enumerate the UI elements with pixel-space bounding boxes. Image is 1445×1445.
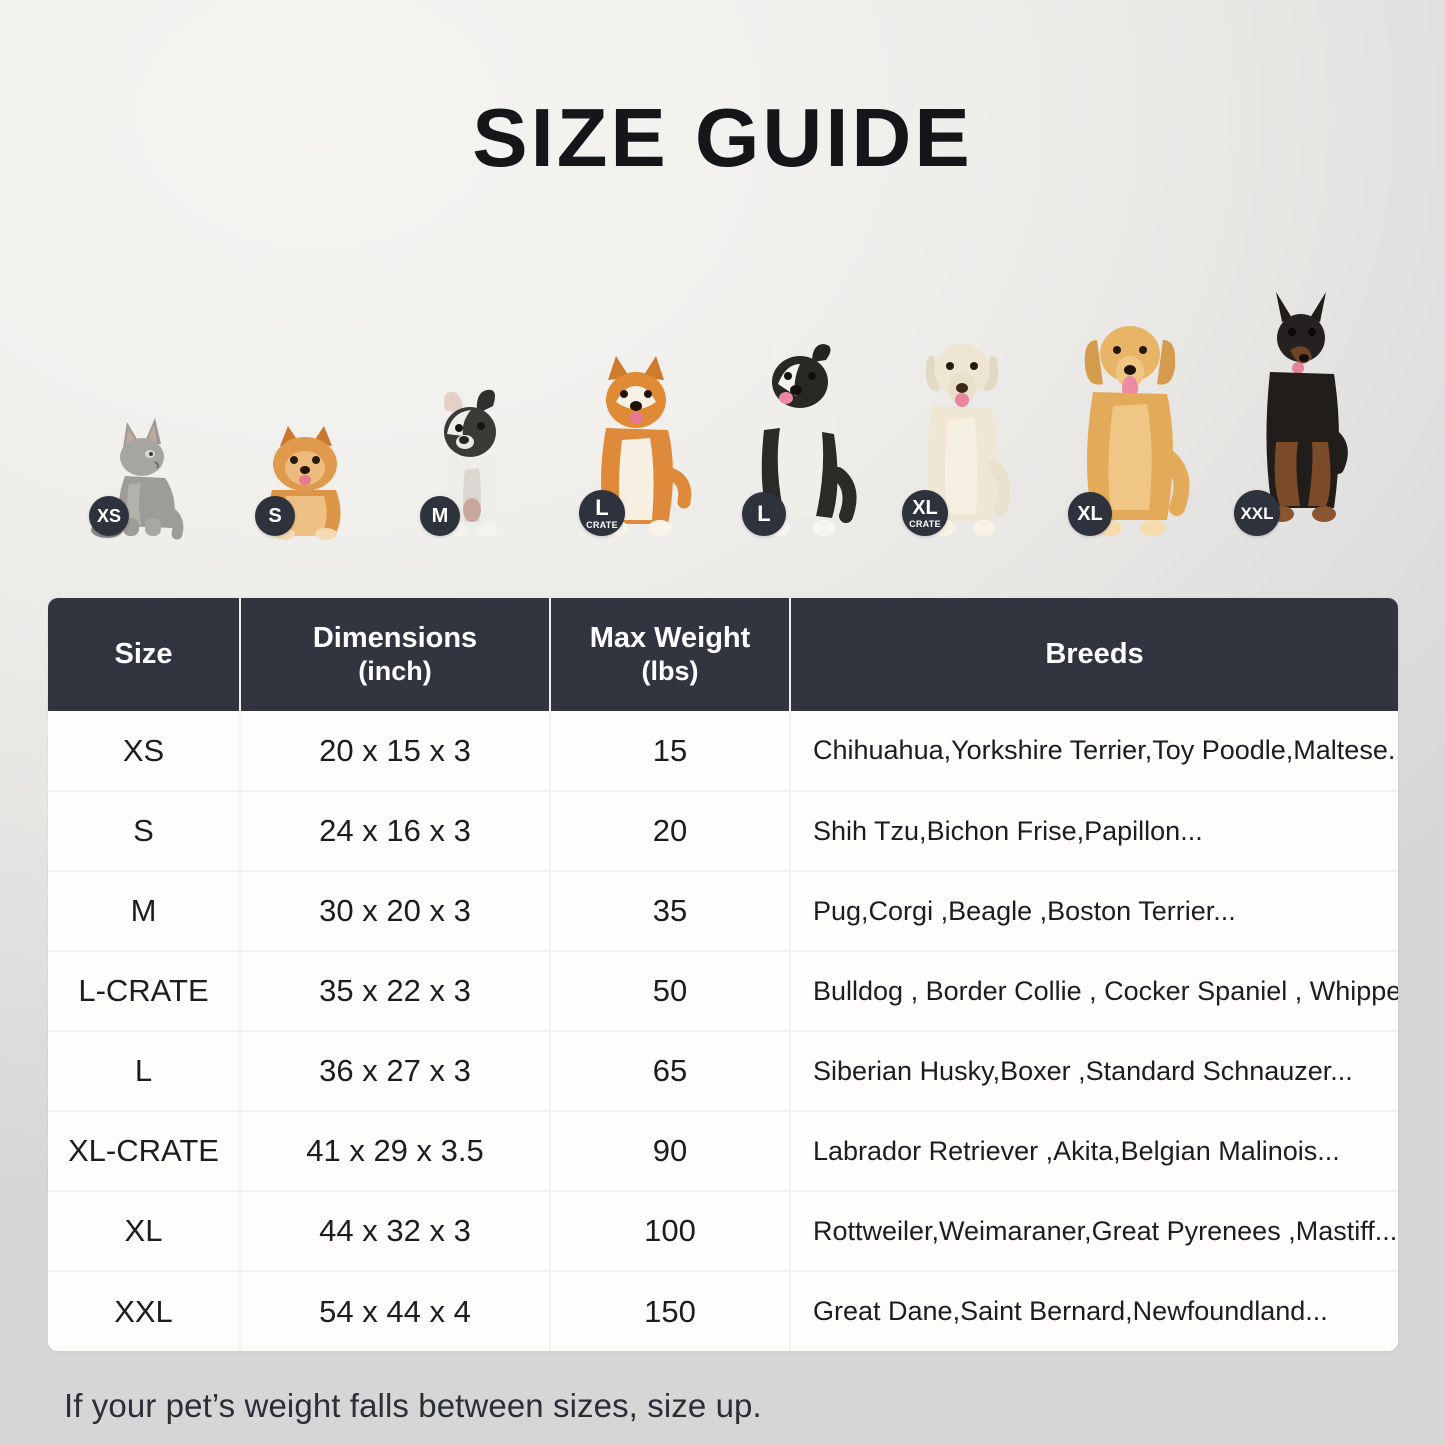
size-cell: S (48, 791, 241, 872)
size-badge-m: M (420, 496, 460, 536)
footer-note: If your pet’s weight falls between sizes… (64, 1387, 762, 1424)
size-table-container: Size Dimensions (inch) Max Weight (lbs) … (48, 598, 1398, 1351)
breeds-cell: Siberian Husky,Boxer ,Standard Schnauzer… (790, 1031, 1398, 1112)
table-header: Size Dimensions (inch) Max Weight (lbs) … (48, 598, 1398, 711)
dimensions-cell: 24 x 16 x 3 (240, 791, 551, 872)
animal-doberman-pinscher: XXL (1225, 292, 1375, 540)
dimensions-cell: 44 x 32 x 3 (240, 1191, 551, 1272)
dimensions-cell: 20 x 15 x 3 (240, 711, 551, 792)
animal-british-shorthair-cat: XS (60, 414, 210, 540)
max-weight-cell: 100 (550, 1191, 791, 1272)
column-header-max-weight-unit: (lbs) (641, 655, 699, 686)
british-shorthair-cat-illustration (83, 414, 187, 540)
breeds-cell: Pug,Corgi ,Beagle ,Boston Terrier... (790, 871, 1398, 952)
column-header-max-weight: Max Weight (lbs) (550, 598, 791, 711)
animal-labrador-retriever: XL CRATE (887, 326, 1037, 540)
animal-french-bulldog: M (395, 388, 545, 540)
size-cell: M (48, 871, 241, 952)
table-row: XS 20 x 15 x 3 15 Chihuahua,Yorkshire Terri… (48, 711, 1398, 792)
column-header-dimensions-unit: (inch) (358, 655, 432, 686)
table-row: XL 44 x 32 x 3 100 Rottweiler,Weimaraner,Gr… (48, 1191, 1398, 1272)
animal-shiba-inu: L CRATE (562, 354, 712, 540)
dimensions-cell: 54 x 44 x 4 (240, 1271, 551, 1351)
max-weight-cell: 20 (550, 791, 791, 872)
french-bulldog-illustration (415, 388, 525, 540)
size-badge-label: M (431, 505, 449, 527)
size-cell: XXL (48, 1271, 241, 1351)
labrador-retriever-illustration (894, 326, 1030, 540)
size-badge-label: L (595, 494, 609, 520)
column-header-breeds-label: Breeds (1045, 638, 1144, 671)
size-badge-sublabel: CRATE (586, 519, 618, 530)
size-badge-xxl: XXL (1234, 490, 1280, 536)
size-badge-label: S (268, 505, 282, 527)
animal-border-collie: L (725, 338, 875, 540)
size-cell: XS (48, 711, 241, 792)
size-badge-s: S (255, 496, 295, 536)
table-header-row: Size Dimensions (inch) Max Weight (lbs) … (48, 598, 1398, 711)
breeds-cell: Rottweiler,Weimaraner,Great Pyrenees ,Ma… (790, 1191, 1398, 1272)
breeds-cell: Shih Tzu,Bichon Frise,Papillon... (790, 791, 1398, 872)
dimensions-cell: 30 x 20 x 3 (240, 871, 551, 952)
dimensions-cell: 35 x 22 x 3 (240, 951, 551, 1032)
doberman-pinscher-illustration (1232, 292, 1368, 540)
size-cell: L-CRATE (48, 951, 241, 1032)
size-badge-sublabel: CRATE (909, 518, 941, 529)
animal-pomeranian: S (230, 412, 380, 540)
max-weight-cell: 65 (550, 1031, 791, 1112)
max-weight-cell: 90 (550, 1111, 791, 1192)
table-row: S 24 x 16 x 3 20 Shih Tzu,Bichon Frise,Papi… (48, 791, 1398, 872)
table-row: XXL 54 x 44 x 4 150 Great Dane,Saint Bernar… (48, 1271, 1398, 1351)
size-badge-label: XXL (1240, 503, 1274, 523)
size-table: Size Dimensions (inch) Max Weight (lbs) … (48, 598, 1398, 1351)
table-row: XL-CRATE 41 x 29 x 3.5 90 Labrador Retrieve… (48, 1111, 1398, 1192)
size-badge-xl: XL (1068, 492, 1112, 536)
size-cell: XL (48, 1191, 241, 1272)
size-badge-label: L (757, 501, 771, 526)
size-badge-l-crate: L CRATE (579, 490, 625, 536)
size-cell: L (48, 1031, 241, 1112)
table-row: M 30 x 20 x 3 35 Pug,Corgi ,Beagle ,Boston … (48, 871, 1398, 952)
max-weight-cell: 15 (550, 711, 791, 792)
table-body: XS 20 x 15 x 3 15 Chihuahua,Yorkshire Terri… (48, 711, 1398, 1351)
size-badge-label: XL (1077, 503, 1103, 525)
size-cell: XL-CRATE (48, 1111, 241, 1192)
breeds-cell: Labrador Retriever ,Akita,Belgian Malino… (790, 1111, 1398, 1192)
dimensions-cell: 36 x 27 x 3 (240, 1031, 551, 1112)
size-badge-label: XL (912, 496, 938, 519)
dimensions-cell: 41 x 29 x 3.5 (240, 1111, 551, 1192)
animal-golden-retriever: XL (1055, 308, 1205, 540)
table-row: L 36 x 27 x 3 65 Siberian Husky,Boxer ,Stan… (48, 1031, 1398, 1112)
size-badge-label: XS (96, 506, 121, 526)
column-header-dimensions: Dimensions (inch) (240, 598, 551, 711)
size-badge-xl-crate: XL CRATE (902, 490, 948, 536)
max-weight-cell: 150 (550, 1271, 791, 1351)
column-header-max-weight-label: Max Weight (589, 622, 751, 655)
max-weight-cell: 50 (550, 951, 791, 1032)
breeds-cell: Bulldog , Border Collie , Cocker Spaniel… (790, 951, 1398, 1032)
breeds-cell: Great Dane,Saint Bernard,Newfoundland... (790, 1271, 1398, 1351)
page-title: SIZE GUIDE (472, 91, 973, 184)
size-badge-xs: XS (89, 496, 129, 536)
column-header-size-label: Size (114, 638, 173, 671)
size-badge-l: L (742, 492, 786, 536)
max-weight-cell: 35 (550, 871, 791, 952)
column-header-dimensions-label: Dimensions (312, 622, 478, 655)
table-row: L-CRATE 35 x 22 x 3 50 Bulldog , Border Col… (48, 951, 1398, 1032)
animal-lineup: XS S M L CRATE L (48, 262, 1397, 540)
column-header-size: Size (48, 598, 241, 711)
breeds-cell: Chihuahua,Yorkshire Terrier,Toy Poodle,M… (790, 711, 1398, 792)
column-header-breeds: Breeds (790, 598, 1398, 711)
